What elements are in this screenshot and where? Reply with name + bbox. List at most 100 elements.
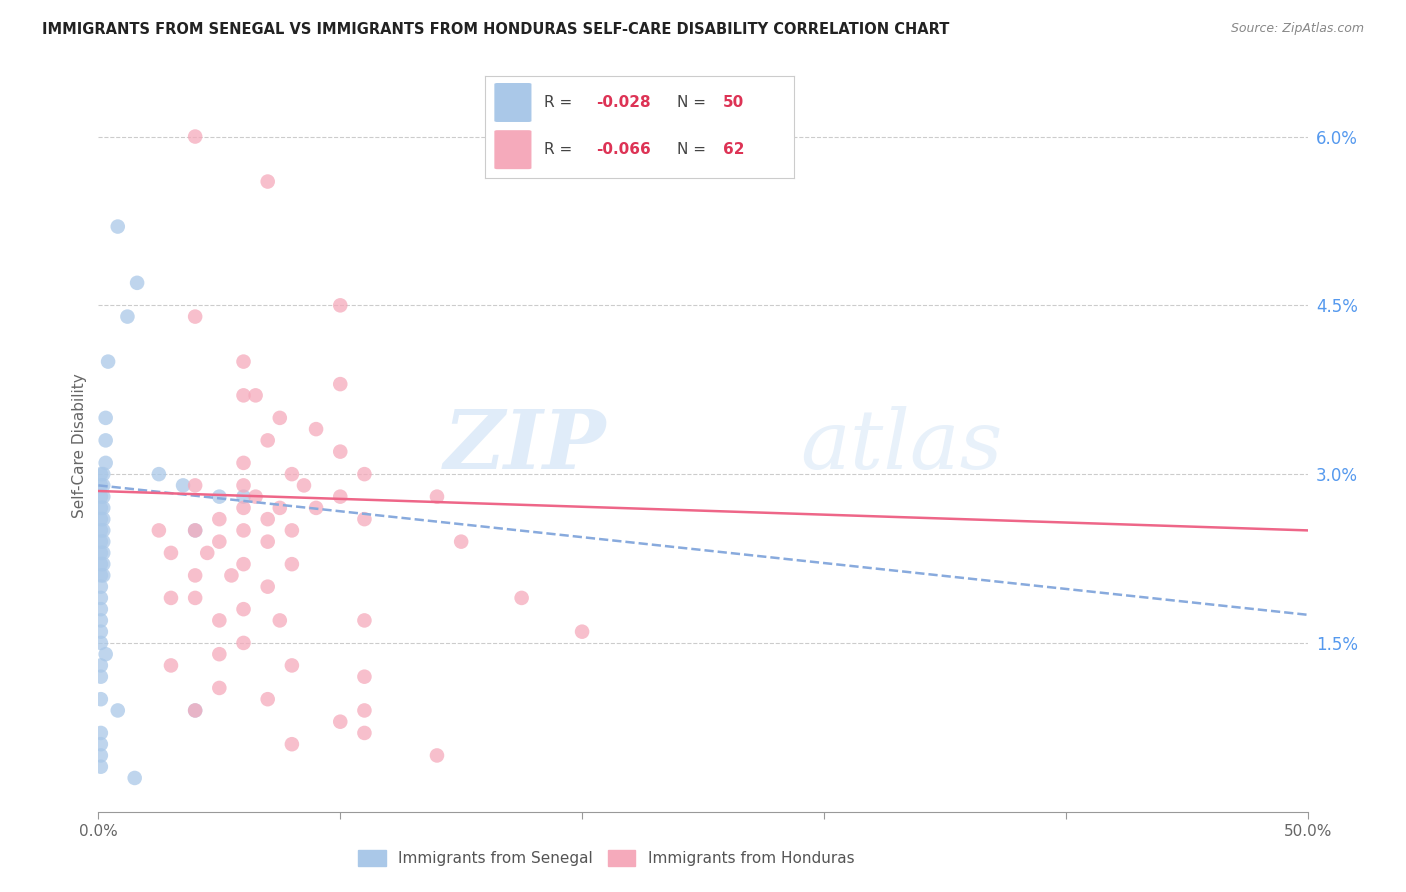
Point: [269, 410, 291, 425]
Point: [232, 557, 254, 571]
Point: [91, 557, 114, 571]
Point: [94, 410, 117, 425]
Text: -0.028: -0.028: [596, 95, 651, 110]
Point: [232, 354, 254, 368]
Point: [107, 219, 129, 234]
Y-axis label: Self-Care Disability: Self-Care Disability: [72, 374, 87, 518]
Point: [148, 467, 170, 482]
Point: [256, 534, 278, 549]
Point: [329, 490, 352, 504]
Point: [90, 512, 112, 526]
Point: [90, 568, 112, 582]
Text: -0.066: -0.066: [596, 142, 651, 157]
Point: [91, 478, 114, 492]
Text: N =: N =: [676, 95, 710, 110]
Point: [107, 703, 129, 717]
Text: 50: 50: [723, 95, 745, 110]
FancyBboxPatch shape: [495, 130, 531, 169]
Point: [329, 377, 352, 392]
Point: [160, 658, 183, 673]
Point: [172, 478, 194, 492]
Point: [184, 129, 207, 144]
Point: [208, 681, 231, 695]
Point: [90, 546, 112, 560]
Point: [281, 737, 304, 751]
Point: [571, 624, 593, 639]
Point: [269, 500, 291, 515]
Text: Source: ZipAtlas.com: Source: ZipAtlas.com: [1230, 22, 1364, 36]
Point: [450, 534, 472, 549]
Point: [256, 580, 278, 594]
Point: [195, 546, 218, 560]
Point: [232, 500, 254, 515]
Point: [90, 500, 112, 515]
Point: [90, 524, 112, 538]
Point: [91, 512, 114, 526]
Point: [90, 534, 112, 549]
Point: [90, 591, 112, 605]
Point: [91, 568, 114, 582]
Point: [184, 310, 207, 324]
Point: [94, 647, 117, 661]
Point: [90, 670, 112, 684]
Point: [426, 748, 449, 763]
Point: [426, 490, 449, 504]
Text: R =: R =: [544, 142, 576, 157]
Point: [281, 557, 304, 571]
Text: atlas: atlas: [800, 406, 1002, 486]
Point: [94, 456, 117, 470]
Point: [305, 500, 328, 515]
Point: [329, 714, 352, 729]
Point: [221, 568, 243, 582]
Point: [510, 591, 533, 605]
Point: [256, 692, 278, 706]
Point: [90, 557, 112, 571]
Point: [208, 512, 231, 526]
Point: [208, 614, 231, 628]
Point: [184, 591, 207, 605]
Point: [208, 534, 231, 549]
Point: [90, 602, 112, 616]
Point: [353, 512, 375, 526]
Point: [232, 636, 254, 650]
Point: [160, 546, 183, 560]
Point: [329, 298, 352, 312]
Point: [90, 760, 112, 774]
Point: [90, 692, 112, 706]
Point: [353, 467, 375, 482]
Point: [94, 434, 117, 448]
Point: [232, 602, 254, 616]
Point: [91, 490, 114, 504]
Point: [91, 534, 114, 549]
Point: [232, 478, 254, 492]
Point: [90, 726, 112, 740]
Point: [90, 467, 112, 482]
Point: [90, 636, 112, 650]
Point: [117, 310, 139, 324]
Point: [160, 591, 183, 605]
Text: N =: N =: [676, 142, 710, 157]
Point: [353, 670, 375, 684]
Point: [269, 614, 291, 628]
Point: [281, 524, 304, 538]
Point: [281, 467, 304, 482]
Text: 62: 62: [723, 142, 745, 157]
Point: [353, 614, 375, 628]
Point: [184, 478, 207, 492]
Point: [256, 434, 278, 448]
Point: [245, 490, 267, 504]
Point: [256, 512, 278, 526]
Point: [91, 467, 114, 482]
Point: [184, 524, 207, 538]
Text: IMMIGRANTS FROM SENEGAL VS IMMIGRANTS FROM HONDURAS SELF-CARE DISABILITY CORRELA: IMMIGRANTS FROM SENEGAL VS IMMIGRANTS FR…: [42, 22, 949, 37]
Point: [208, 490, 231, 504]
Point: [232, 524, 254, 538]
Point: [184, 568, 207, 582]
Point: [245, 388, 267, 402]
Point: [91, 500, 114, 515]
Point: [90, 580, 112, 594]
Text: R =: R =: [544, 95, 576, 110]
Text: ZIP: ZIP: [444, 406, 606, 486]
Point: [90, 658, 112, 673]
Point: [124, 771, 146, 785]
